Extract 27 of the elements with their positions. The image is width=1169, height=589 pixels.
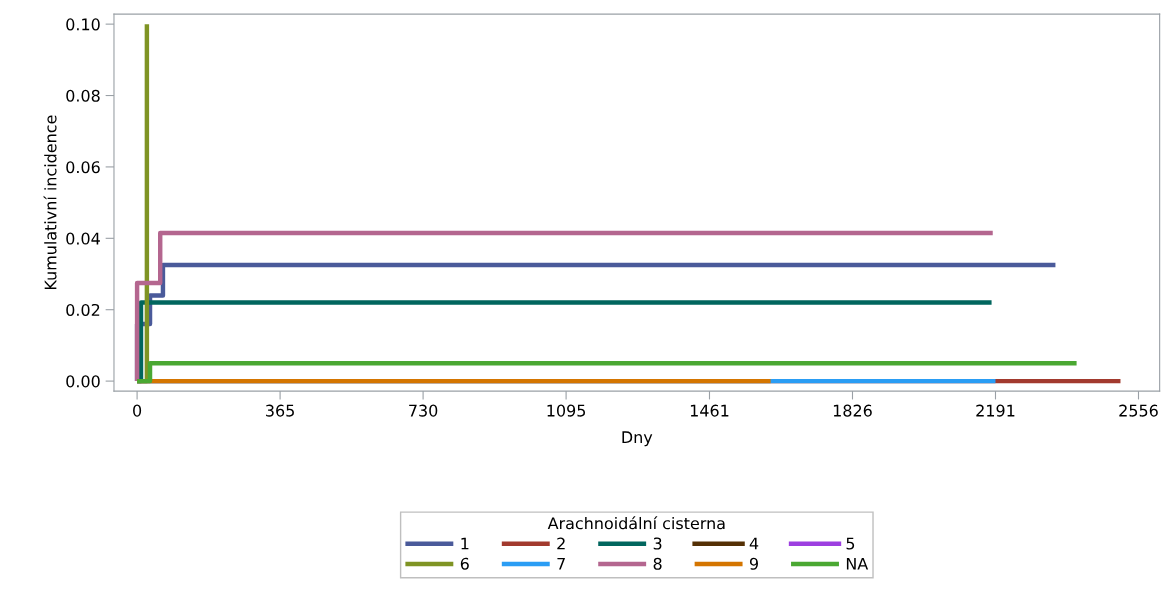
y-tick-label: 0.02 bbox=[66, 303, 100, 316]
y-tick-label: 0.10 bbox=[66, 18, 100, 31]
legend-label: 4 bbox=[749, 537, 759, 550]
x-tick-label: 0 bbox=[133, 404, 142, 417]
legend-label: 1 bbox=[461, 537, 469, 550]
x-tick-label: 1826 bbox=[833, 404, 872, 417]
legend-label: 5 bbox=[846, 537, 855, 550]
legend-label: 2 bbox=[557, 537, 565, 550]
x-tick-label: 2556 bbox=[1119, 404, 1158, 417]
y-tick-label: 0.06 bbox=[66, 161, 100, 174]
x-tick-label: 1461 bbox=[690, 404, 729, 417]
y-axis-title: Kumulativní incidence bbox=[43, 115, 57, 290]
x-tick-label: 2191 bbox=[976, 404, 1015, 417]
x-tick-label: 1095 bbox=[547, 404, 586, 417]
legend-label: 3 bbox=[653, 537, 662, 550]
y-tick-label: 0.08 bbox=[66, 89, 100, 102]
x-tick-label: 730 bbox=[409, 404, 438, 417]
legend-title: Arachnoidální cisterna bbox=[547, 516, 725, 530]
legend-label: 9 bbox=[749, 557, 758, 570]
legend-label: 6 bbox=[460, 557, 469, 570]
y-tick-label: 0.00 bbox=[66, 375, 100, 388]
legend-label: NA bbox=[846, 557, 869, 570]
legend-label: 7 bbox=[557, 557, 565, 570]
y-tick-label: 0.04 bbox=[66, 232, 100, 245]
x-tick-label: 365 bbox=[266, 404, 294, 417]
x-axis-title: Dny bbox=[622, 431, 653, 447]
legend-label: 8 bbox=[653, 557, 662, 570]
